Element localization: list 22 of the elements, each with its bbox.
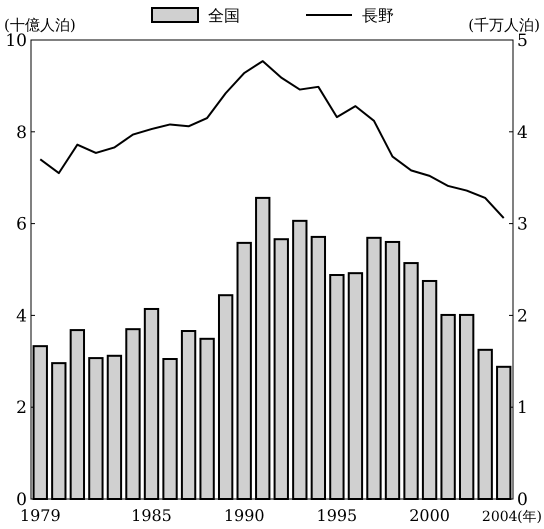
y-axis-title: (十億人泊) — [4, 16, 76, 34]
legend-label: 全国 — [208, 6, 240, 25]
y-tick-label: 6 — [16, 214, 27, 235]
x-tick-label: 1995 — [316, 506, 358, 525]
y2-tick-label: 4 — [517, 122, 528, 143]
line-series — [39, 60, 505, 220]
x-tick-label: 2000 — [409, 506, 450, 525]
y2-tick-label: 2 — [517, 306, 528, 326]
y2-tick-label: 5 — [517, 31, 528, 51]
y-tick-label: 8 — [16, 122, 27, 143]
x-axis-title: (年) — [517, 509, 542, 525]
y2-axis-title: (千万人泊) — [468, 16, 540, 34]
y-tick-label: 4 — [16, 306, 27, 326]
y-tick-label: 10 — [5, 31, 27, 51]
x-tick-label: 1985 — [131, 506, 172, 525]
y2-tick-label: 3 — [517, 214, 528, 235]
y-tick-label: 2 — [16, 398, 27, 418]
x-tick-label: 2004 — [482, 509, 518, 525]
x-tick-label: 1990 — [224, 506, 265, 525]
legend-label: 長野 — [362, 6, 394, 25]
y2-tick-label: 1 — [517, 398, 528, 418]
y2-tick-label: 0 — [517, 490, 528, 510]
